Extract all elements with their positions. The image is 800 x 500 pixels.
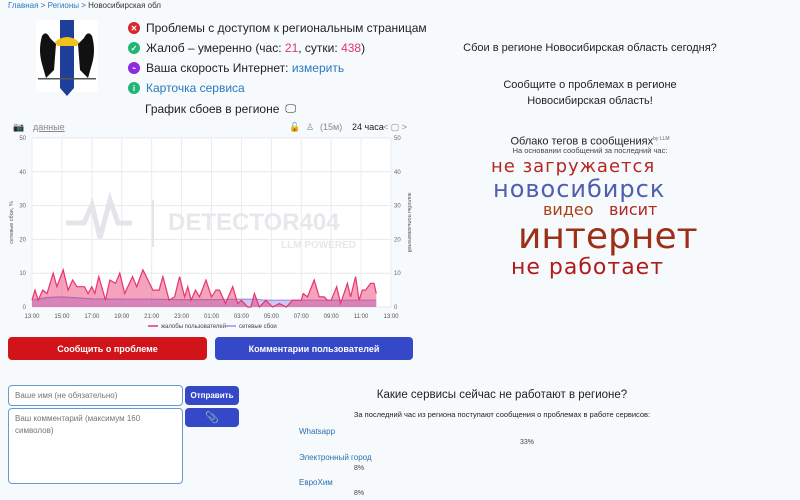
tagcloud-subtitle: На основании сообщений за последний час: xyxy=(512,146,668,155)
user-comments-button[interactable]: Комментарии пользователей xyxy=(215,337,413,360)
x-tick: 19:00 xyxy=(114,314,130,320)
service-percent: 8% xyxy=(353,465,365,472)
report-problem-button[interactable]: Сообщить о проблеме xyxy=(8,337,207,360)
service-whatsapp[interactable]: Whatsapp xyxy=(299,427,336,436)
x-tick: 15:00 xyxy=(54,314,70,320)
service-percent: 8% xyxy=(353,490,365,497)
legend-label: жалобы пользователей xyxy=(161,323,226,330)
lock-icon[interactable]: 🔓 xyxy=(289,122,301,132)
x-tick: 11:00 xyxy=(354,314,369,320)
monitor-icon[interactable]: 🖵 xyxy=(285,102,296,115)
outage-chart: 0 0 10 10 20 20 30 30 40 40 50 50 13:00 15:00 17:00 19:… xyxy=(9,136,413,330)
y-tick-left: 0 xyxy=(23,305,27,311)
tag: не работает xyxy=(511,255,665,280)
x-tick: 05:00 xyxy=(264,314,280,320)
breadcrumb-current: Новосибирская обл xyxy=(88,1,161,10)
tag: не загружается xyxy=(491,156,656,177)
service-eurochem[interactable]: ЕвроХим xyxy=(299,478,333,487)
watermark: DETECTOR404 xyxy=(168,209,340,236)
x-tick: 13:00 xyxy=(24,314,40,320)
x-tick: 07:00 xyxy=(294,314,310,320)
y-tick-right: 10 xyxy=(394,271,401,277)
y-tick-right: 50 xyxy=(394,136,401,142)
x-tick: 23:00 xyxy=(174,314,190,320)
data-link[interactable]: данные xyxy=(33,122,65,132)
series-line xyxy=(31,296,377,301)
user-icon[interactable]: ♙ xyxy=(306,122,315,132)
interval-toggle[interactable]: (15м) xyxy=(320,122,343,132)
speedometer-icon: ⌁ xyxy=(128,62,140,74)
tag: видео xyxy=(543,200,594,219)
paperclip-icon: 📎 xyxy=(205,412,219,424)
breadcrumb-regions[interactable]: Регионы xyxy=(47,1,80,10)
x-tick: 17:00 xyxy=(84,314,100,320)
region-question: Сбои в регионе Новосибирская область сег… xyxy=(463,42,717,54)
x-tick: 21:00 xyxy=(144,314,160,320)
status-complaints: ✓ Жалоб – умеренно (час: 21, сутки: 438) xyxy=(128,41,365,55)
y-tick-left: 20 xyxy=(19,237,26,243)
y-tick-right: 20 xyxy=(394,237,401,243)
y-tick-right: 0 xyxy=(394,305,398,311)
check-icon: ✓ xyxy=(128,42,140,54)
services-title: Какие сервисы сейчас не работают в регио… xyxy=(376,389,628,401)
x-tick: 01:00 xyxy=(204,314,220,320)
report-call: Сообщите о проблемах в регионе Новосибир… xyxy=(503,79,677,107)
service-card-link[interactable]: Карточка сервиса xyxy=(146,81,245,95)
region-coat-of-arms xyxy=(36,20,98,96)
status-speed: ⌁ Ваша скорость Интернет: измерить xyxy=(128,61,344,75)
tag: висит xyxy=(609,200,658,219)
y-tick-left: 40 xyxy=(19,170,26,176)
x-tick: 13:00 xyxy=(383,314,399,320)
y-axis-label-right: жалобы пользователей xyxy=(406,193,413,253)
service-electronic-city[interactable]: Электронный город xyxy=(299,453,372,462)
y-tick-left: 50 xyxy=(19,136,26,142)
camera-icon[interactable]: 📷 xyxy=(13,122,25,132)
y-tick-right: 40 xyxy=(394,170,401,176)
watermark-sub: LLM POWERED xyxy=(281,240,356,251)
status-access: ✕ Проблемы с доступом к региональным стра… xyxy=(128,21,427,35)
x-tick: 09:00 xyxy=(324,314,340,320)
x-tick: 03:00 xyxy=(234,314,250,320)
status-card: i Карточка сервиса xyxy=(128,81,245,95)
comment-textarea[interactable] xyxy=(8,408,183,484)
name-input[interactable] xyxy=(8,385,183,406)
y-tick-left: 30 xyxy=(19,204,26,210)
breadcrumb-home[interactable]: Главная xyxy=(8,1,39,10)
y-tick-right: 30 xyxy=(394,204,401,210)
tag: интернет xyxy=(518,216,698,257)
series-line xyxy=(31,267,377,309)
series-area xyxy=(32,269,377,307)
watermark-logo xyxy=(66,191,132,239)
error-icon: ✕ xyxy=(128,22,140,34)
tagcloud-title: Облако тегов в сообщенияхby LLM xyxy=(510,135,670,148)
chart-title: График сбоев в регионе 🖵 xyxy=(145,102,296,116)
range-select[interactable]: 24 часа xyxy=(352,122,384,132)
send-button[interactable]: Отправить xyxy=(185,386,239,405)
y-axis-label-left: сетевые сбои, % xyxy=(9,201,15,244)
service-percent: 33% xyxy=(519,439,535,446)
y-tick-left: 10 xyxy=(19,271,26,277)
speed-test-link[interactable]: измерить xyxy=(291,61,345,75)
tag: новосибирск xyxy=(493,175,666,203)
attach-button[interactable]: 📎 xyxy=(185,408,239,427)
info-icon: i xyxy=(128,82,140,94)
legend-label: сетевые сбои xyxy=(239,324,277,330)
services-subtitle: За последний час из региона поступают со… xyxy=(353,410,651,419)
breadcrumb: Главная > Регионы > Новосибирская обл xyxy=(8,1,161,10)
calendar-nav[interactable]: < ▢ > xyxy=(383,122,408,132)
